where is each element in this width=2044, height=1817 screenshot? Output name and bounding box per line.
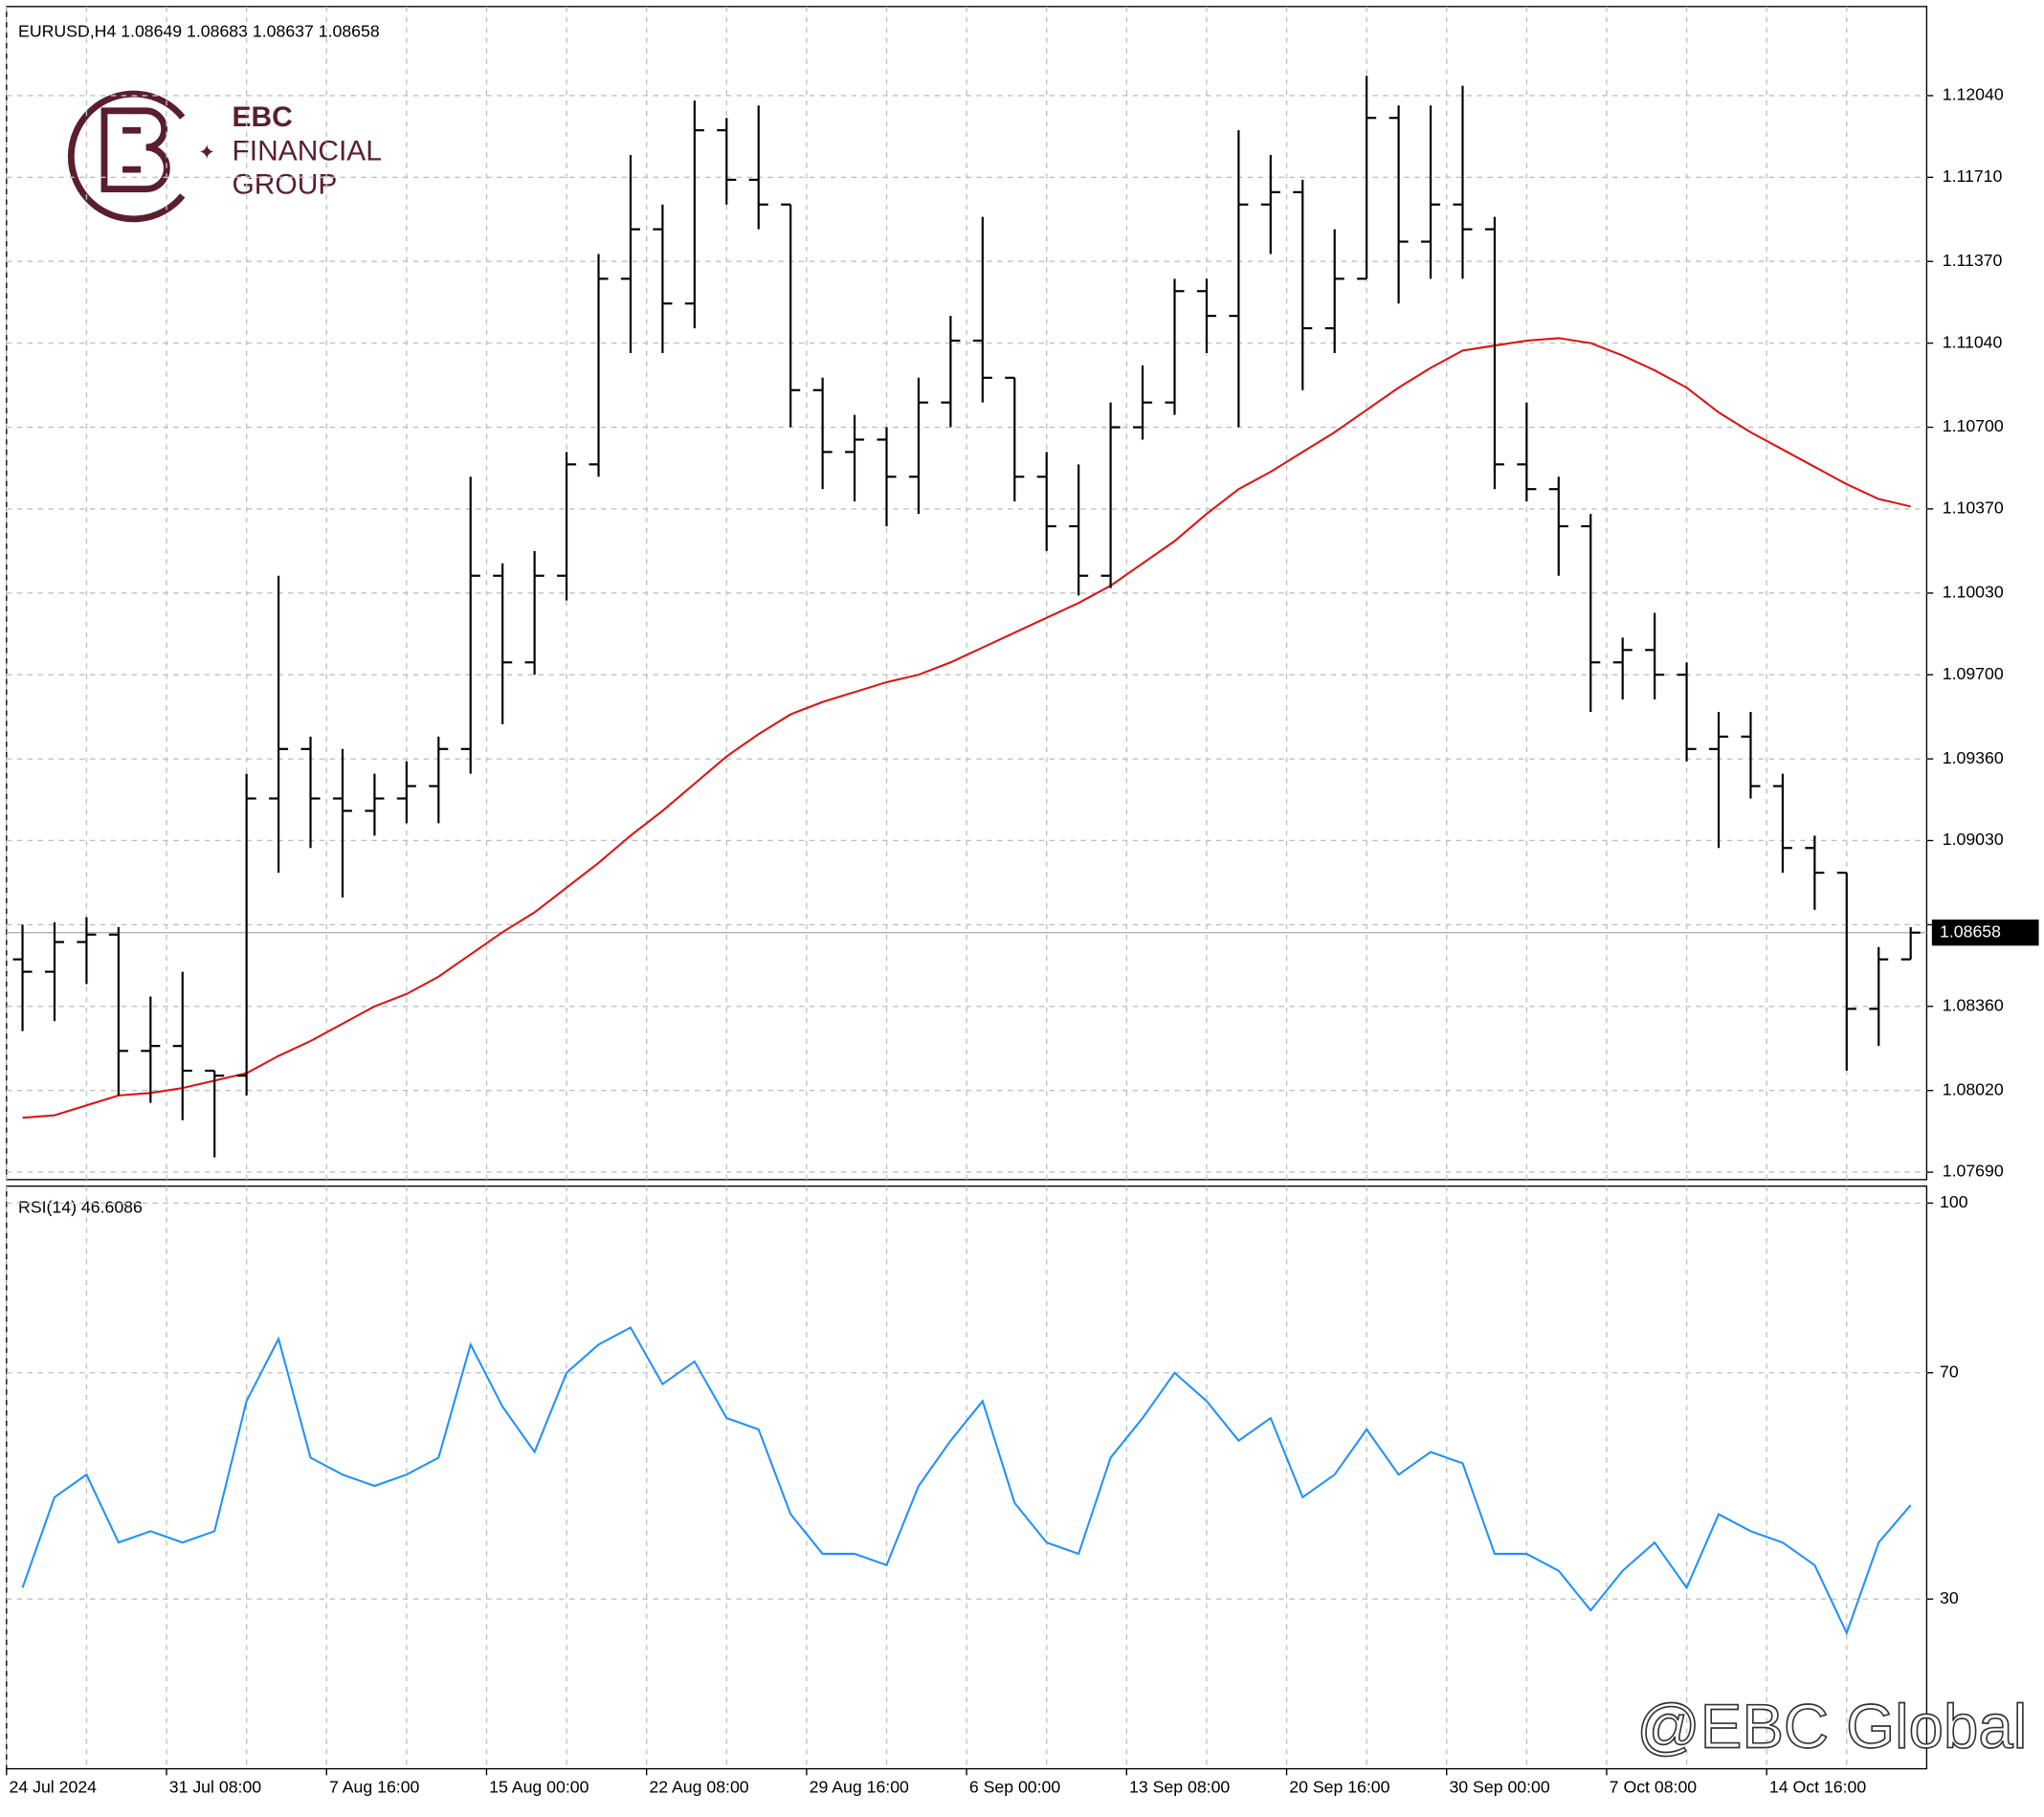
chart-title: EURUSD,H4 1.08649 1.08683 1.08637 1.0865… bbox=[18, 22, 380, 41]
x-tick-label: 15 Aug 00:00 bbox=[489, 1778, 589, 1797]
y-tick-label: 1.07690 bbox=[1943, 1162, 2004, 1181]
x-tick-label: 6 Sep 00:00 bbox=[969, 1778, 1061, 1797]
y-tick-label: 70 bbox=[1940, 1362, 1959, 1381]
x-tick-label: 7 Aug 16:00 bbox=[329, 1778, 420, 1797]
logo-text: FINANCIAL bbox=[232, 135, 381, 166]
y-tick-label: 1.12040 bbox=[1943, 85, 2004, 104]
y-tick-label: 1.11710 bbox=[1943, 166, 2003, 186]
x-tick-label: 22 Aug 08:00 bbox=[649, 1778, 748, 1797]
logo: ✦ EBC FINANCIAL GROUP bbox=[67, 90, 382, 223]
last-price-label: 1.08658 bbox=[1940, 921, 2001, 941]
last-price-box bbox=[1931, 920, 2039, 946]
y-tick-label: 1.08020 bbox=[1943, 1079, 2004, 1098]
y-tick-label: 30 bbox=[1940, 1588, 1959, 1607]
logo-star: ✦ bbox=[198, 141, 215, 165]
rsi-title: RSI(14) 46.6086 bbox=[18, 1197, 143, 1216]
x-tick-label: 20 Sep 16:00 bbox=[1289, 1778, 1389, 1797]
y-tick-label: 1.10370 bbox=[1943, 499, 2004, 518]
y-tick-label: 1.11040 bbox=[1943, 332, 2003, 351]
y-tick-label: 1.09360 bbox=[1943, 748, 2004, 767]
x-tick-label: 24 Jul 2024 bbox=[10, 1778, 98, 1797]
x-tick-label: 30 Sep 00:00 bbox=[1449, 1778, 1549, 1797]
y-tick-label: 1.10700 bbox=[1943, 416, 2004, 435]
y-tick-label: 1.09030 bbox=[1943, 830, 2004, 849]
x-tick-label: 29 Aug 16:00 bbox=[810, 1778, 909, 1797]
watermark: @EBC Global bbox=[1636, 1691, 2027, 1761]
y-tick-label: 100 bbox=[1940, 1192, 1968, 1211]
logo-mark bbox=[100, 107, 170, 192]
x-tick-label: 31 Jul 08:00 bbox=[169, 1778, 262, 1797]
logo-text: GROUP bbox=[232, 169, 337, 201]
x-tick-label: 7 Oct 08:00 bbox=[1610, 1778, 1698, 1797]
y-tick-label: 1.10030 bbox=[1943, 583, 2004, 602]
moving-average-line bbox=[22, 337, 1911, 1119]
logo-ring bbox=[67, 90, 186, 223]
rsi-line bbox=[21, 1326, 1912, 1636]
y-tick-label: 1.11370 bbox=[1943, 251, 2003, 270]
y-tick-label: 1.09700 bbox=[1943, 664, 2004, 683]
x-tick-label: 13 Sep 08:00 bbox=[1129, 1778, 1230, 1797]
x-tick-label: 14 Oct 16:00 bbox=[1769, 1778, 1866, 1797]
y-tick-label: 1.08360 bbox=[1943, 995, 2004, 1014]
logo-text: EBC bbox=[232, 101, 292, 133]
